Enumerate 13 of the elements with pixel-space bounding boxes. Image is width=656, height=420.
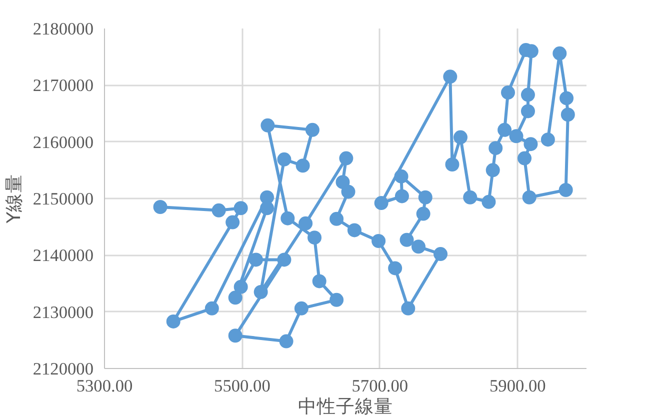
y-tick-label: 2160000 xyxy=(32,132,94,152)
x-tick-label: 5900.00 xyxy=(489,376,546,396)
y-tick-label: 2140000 xyxy=(32,246,94,266)
y-tick-label: 2120000 xyxy=(32,360,94,378)
y-tick-label: 2150000 xyxy=(32,190,94,208)
y-tick-label: 2130000 xyxy=(32,302,94,322)
x-tick-label: 5700.00 xyxy=(352,376,408,396)
x-tick-label: 5300.00 xyxy=(76,376,133,396)
y-tick-label: 2170000 xyxy=(32,76,94,96)
x-axis-title: 中性子線量 xyxy=(298,396,393,418)
y-tick-label: 2180000 xyxy=(32,20,94,38)
x-tick-label: 5500.00 xyxy=(214,376,270,396)
y-axis-title: Y線量 xyxy=(4,174,25,224)
